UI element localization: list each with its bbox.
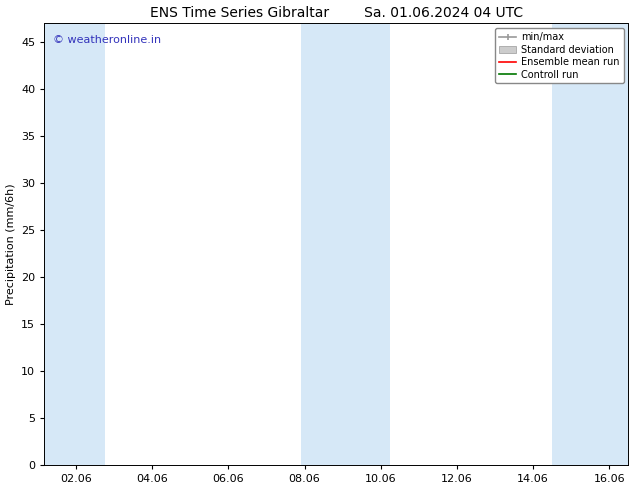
Bar [301, 24, 391, 465]
Y-axis label: Precipitation (mm/6h): Precipitation (mm/6h) [6, 184, 16, 305]
Text: © weatheronline.in: © weatheronline.in [53, 35, 161, 45]
Legend: min/max, Standard deviation, Ensemble mean run, Controll run: min/max, Standard deviation, Ensemble me… [495, 28, 624, 83]
Title: ENS Time Series Gibraltar        Sa. 01.06.2024 04 UTC: ENS Time Series Gibraltar Sa. 01.06.2024… [150, 5, 523, 20]
Bar [44, 24, 105, 465]
Bar [552, 24, 628, 465]
